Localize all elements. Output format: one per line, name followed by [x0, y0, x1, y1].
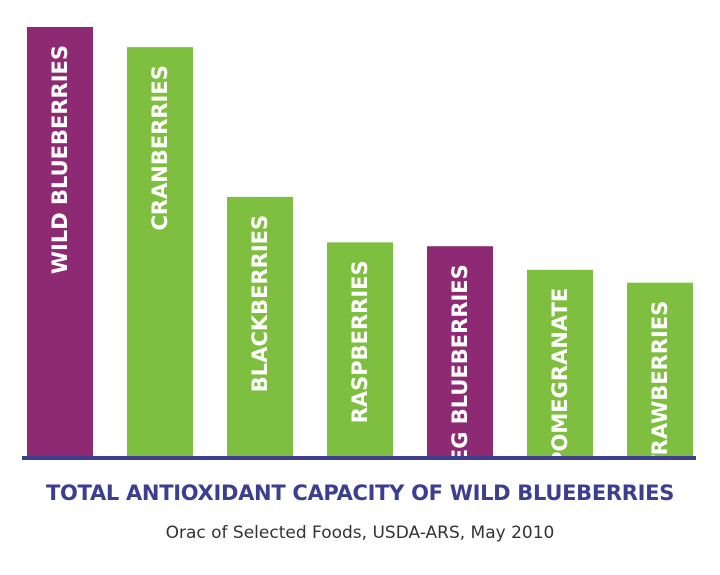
- bar-label: REG BLUEBERRIES: [448, 264, 472, 470]
- bar-raspberries: [327, 242, 393, 456]
- bar-labels-group: WILD BLUEBERRIES CRANBERRIES BLACKBERRIES R…: [48, 45, 672, 470]
- bar-label: BLACKBERRIES: [248, 215, 272, 392]
- chart-subtitle: Orac of Selected Foods, USDA-ARS, May 20…: [165, 523, 555, 543]
- bar-label: POMEGRANATE: [548, 288, 572, 467]
- bar-chart: WILD BLUEBERRIES CRANBERRIES BLACKBERRIES R…: [22, 27, 696, 470]
- bar-reg-blueberries: [427, 246, 493, 456]
- bar-label: CRANBERRIES: [148, 65, 172, 230]
- bar-cranberries: [127, 47, 193, 457]
- bar-blackberries: [227, 196, 293, 456]
- bars-group: [27, 27, 693, 457]
- bar-label: WILD BLUEBERRIES: [48, 45, 72, 274]
- bar-label: RASPBERRIES: [348, 260, 372, 423]
- bar-label: STRAWBERRIES: [648, 301, 672, 470]
- bar-pomegranate: [527, 269, 593, 456]
- bar-strawberries: [627, 282, 693, 456]
- bar-wild-blueberries: [27, 27, 93, 456]
- chart-title: TOTAL ANTIOXIDANT CAPACITY OF WILD BLUEB…: [45, 481, 675, 505]
